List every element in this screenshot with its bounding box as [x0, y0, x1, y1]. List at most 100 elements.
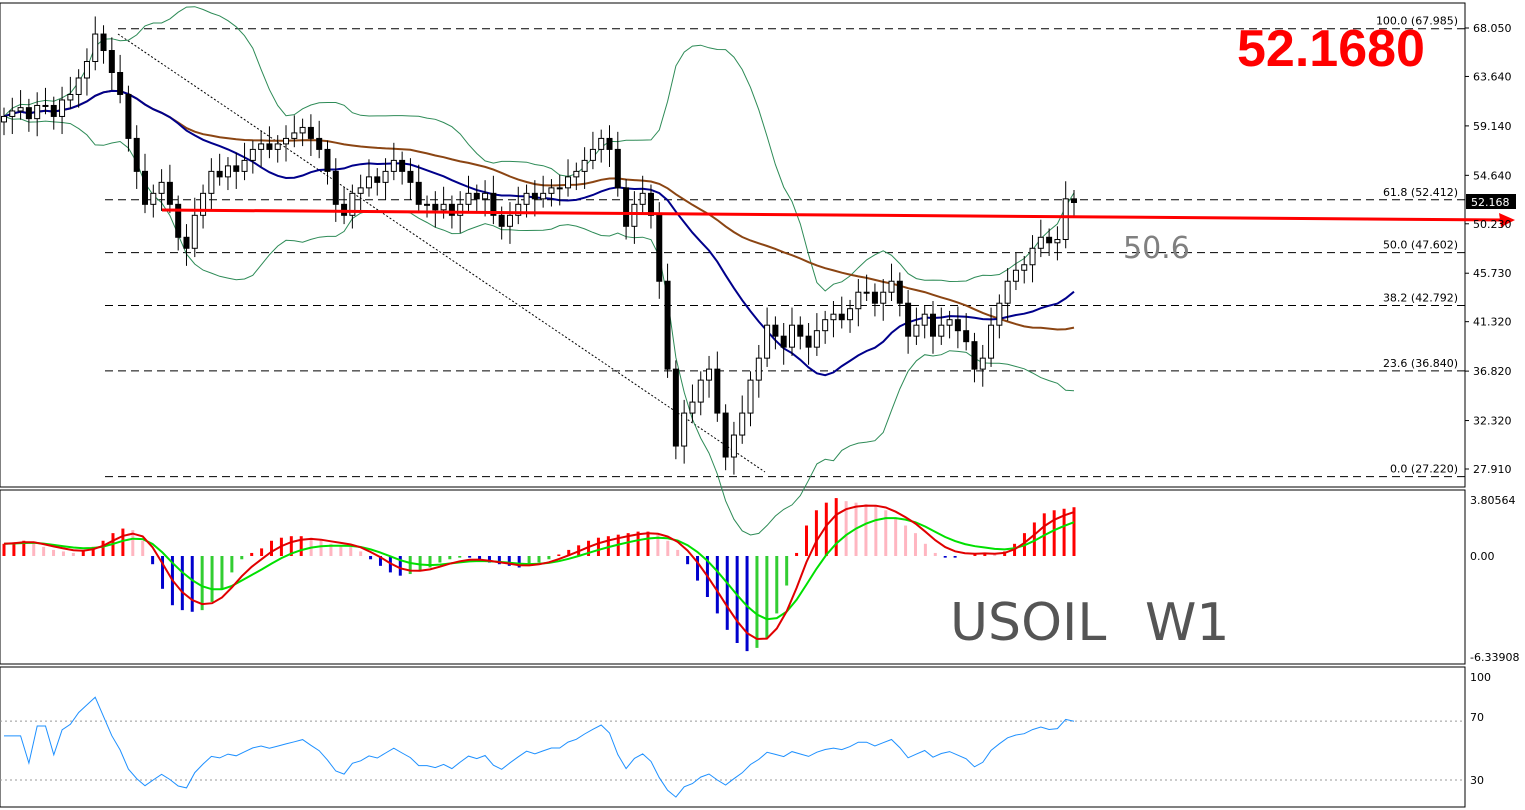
candlesticks [1, 16, 1077, 475]
big-price-label: 52.1680 [1237, 20, 1425, 78]
macd-pane [0, 489, 1466, 665]
candle-body [390, 159, 397, 172]
candle-body [929, 313, 936, 337]
candle-body [515, 203, 522, 216]
candle-body [407, 170, 414, 183]
macd-main-line [3, 504, 1075, 641]
candle-body [158, 181, 165, 194]
current-price-marker: 52.168 [1466, 194, 1516, 209]
candle-body [424, 203, 431, 206]
candle-body [606, 137, 613, 150]
candle-body [780, 335, 787, 348]
candle-body [316, 137, 323, 150]
price-tick-label: 63.640 [1473, 70, 1512, 83]
candle-body [1054, 238, 1061, 244]
price-tick-label: 36.820 [1473, 365, 1512, 378]
candle-body [1062, 198, 1069, 240]
candle-body [672, 368, 679, 447]
candle-body [357, 187, 364, 194]
candle-body [42, 104, 49, 107]
candle-body [556, 187, 563, 190]
candle-body [108, 50, 115, 73]
candle-body [664, 280, 671, 370]
candle-body [581, 159, 588, 172]
candle-body [1029, 247, 1036, 266]
candle-body [548, 187, 555, 194]
candle-body [506, 214, 513, 227]
candle-body [598, 137, 605, 150]
candle-body [324, 148, 331, 172]
candle-body [730, 434, 737, 458]
candle-body [274, 143, 281, 150]
price-tick-label: 32.320 [1473, 415, 1512, 428]
candle-body [133, 137, 140, 172]
candle-body [540, 192, 547, 200]
candle-body [175, 203, 182, 238]
candle-body [473, 192, 480, 200]
svg-text:100: 100 [1470, 671, 1491, 684]
candle-body [921, 313, 928, 326]
candle-body [855, 291, 862, 310]
bollinger-bands [3, 6, 1075, 536]
candle-body [788, 324, 795, 348]
candle-body [283, 137, 290, 145]
candle-body [863, 291, 870, 294]
candle-body [706, 368, 713, 381]
fib-label: 0.0 (27.220) [1390, 463, 1458, 476]
candle-body [755, 357, 762, 381]
candle-body [531, 192, 538, 200]
candle-body [399, 159, 406, 172]
candle-body [689, 401, 696, 414]
candle-body [440, 203, 447, 211]
svg-text:30: 30 [1470, 774, 1484, 787]
candle-body [656, 214, 663, 282]
candle-body [565, 176, 572, 189]
candle-body [50, 104, 57, 117]
candle-body [365, 176, 372, 189]
candle-body [813, 330, 820, 348]
candle-body [523, 192, 530, 205]
candle-body [954, 319, 961, 332]
candle-body [150, 192, 157, 205]
macd-indicator [2, 498, 1076, 652]
candle-body [349, 192, 356, 216]
candle-body [482, 192, 489, 200]
candle-body [1037, 236, 1044, 249]
candle-body [573, 170, 580, 178]
moving-averages [3, 89, 1075, 377]
candle-body [589, 148, 596, 161]
candle-body [92, 33, 99, 63]
candle-body [913, 324, 920, 337]
candle-body [639, 192, 646, 205]
candle-body [415, 181, 422, 205]
candle-body [623, 187, 630, 227]
candle-body [17, 107, 24, 112]
candle-body [797, 324, 804, 337]
candle-body [34, 104, 41, 120]
rsi-axis: 100 70 30 [1470, 671, 1491, 787]
symbol-label: USOIL [950, 593, 1106, 653]
candle-body [764, 324, 771, 359]
candle-body [1012, 269, 1019, 282]
candle-body [647, 192, 654, 216]
candle-body [888, 280, 895, 293]
band-upper [3, 6, 1075, 292]
candle-body [697, 379, 704, 403]
price-tick-label: 68.050 [1473, 22, 1512, 35]
candle-body [1046, 236, 1053, 244]
rsi-pane [0, 666, 1466, 808]
candle-body [125, 93, 132, 139]
candle-body [996, 302, 1003, 326]
candle-body [979, 357, 986, 370]
candle-body [291, 132, 298, 139]
svg-text:0.00: 0.00 [1470, 550, 1495, 563]
candle-body [847, 308, 854, 321]
svg-text:-6.33908: -6.33908 [1470, 651, 1519, 664]
candle-body [9, 110, 16, 117]
price-tick-label: 45.730 [1473, 267, 1512, 280]
candle-body [241, 159, 248, 172]
candle-body [249, 148, 256, 161]
candle-body [896, 280, 903, 304]
ma-fast-line [3, 89, 1075, 377]
